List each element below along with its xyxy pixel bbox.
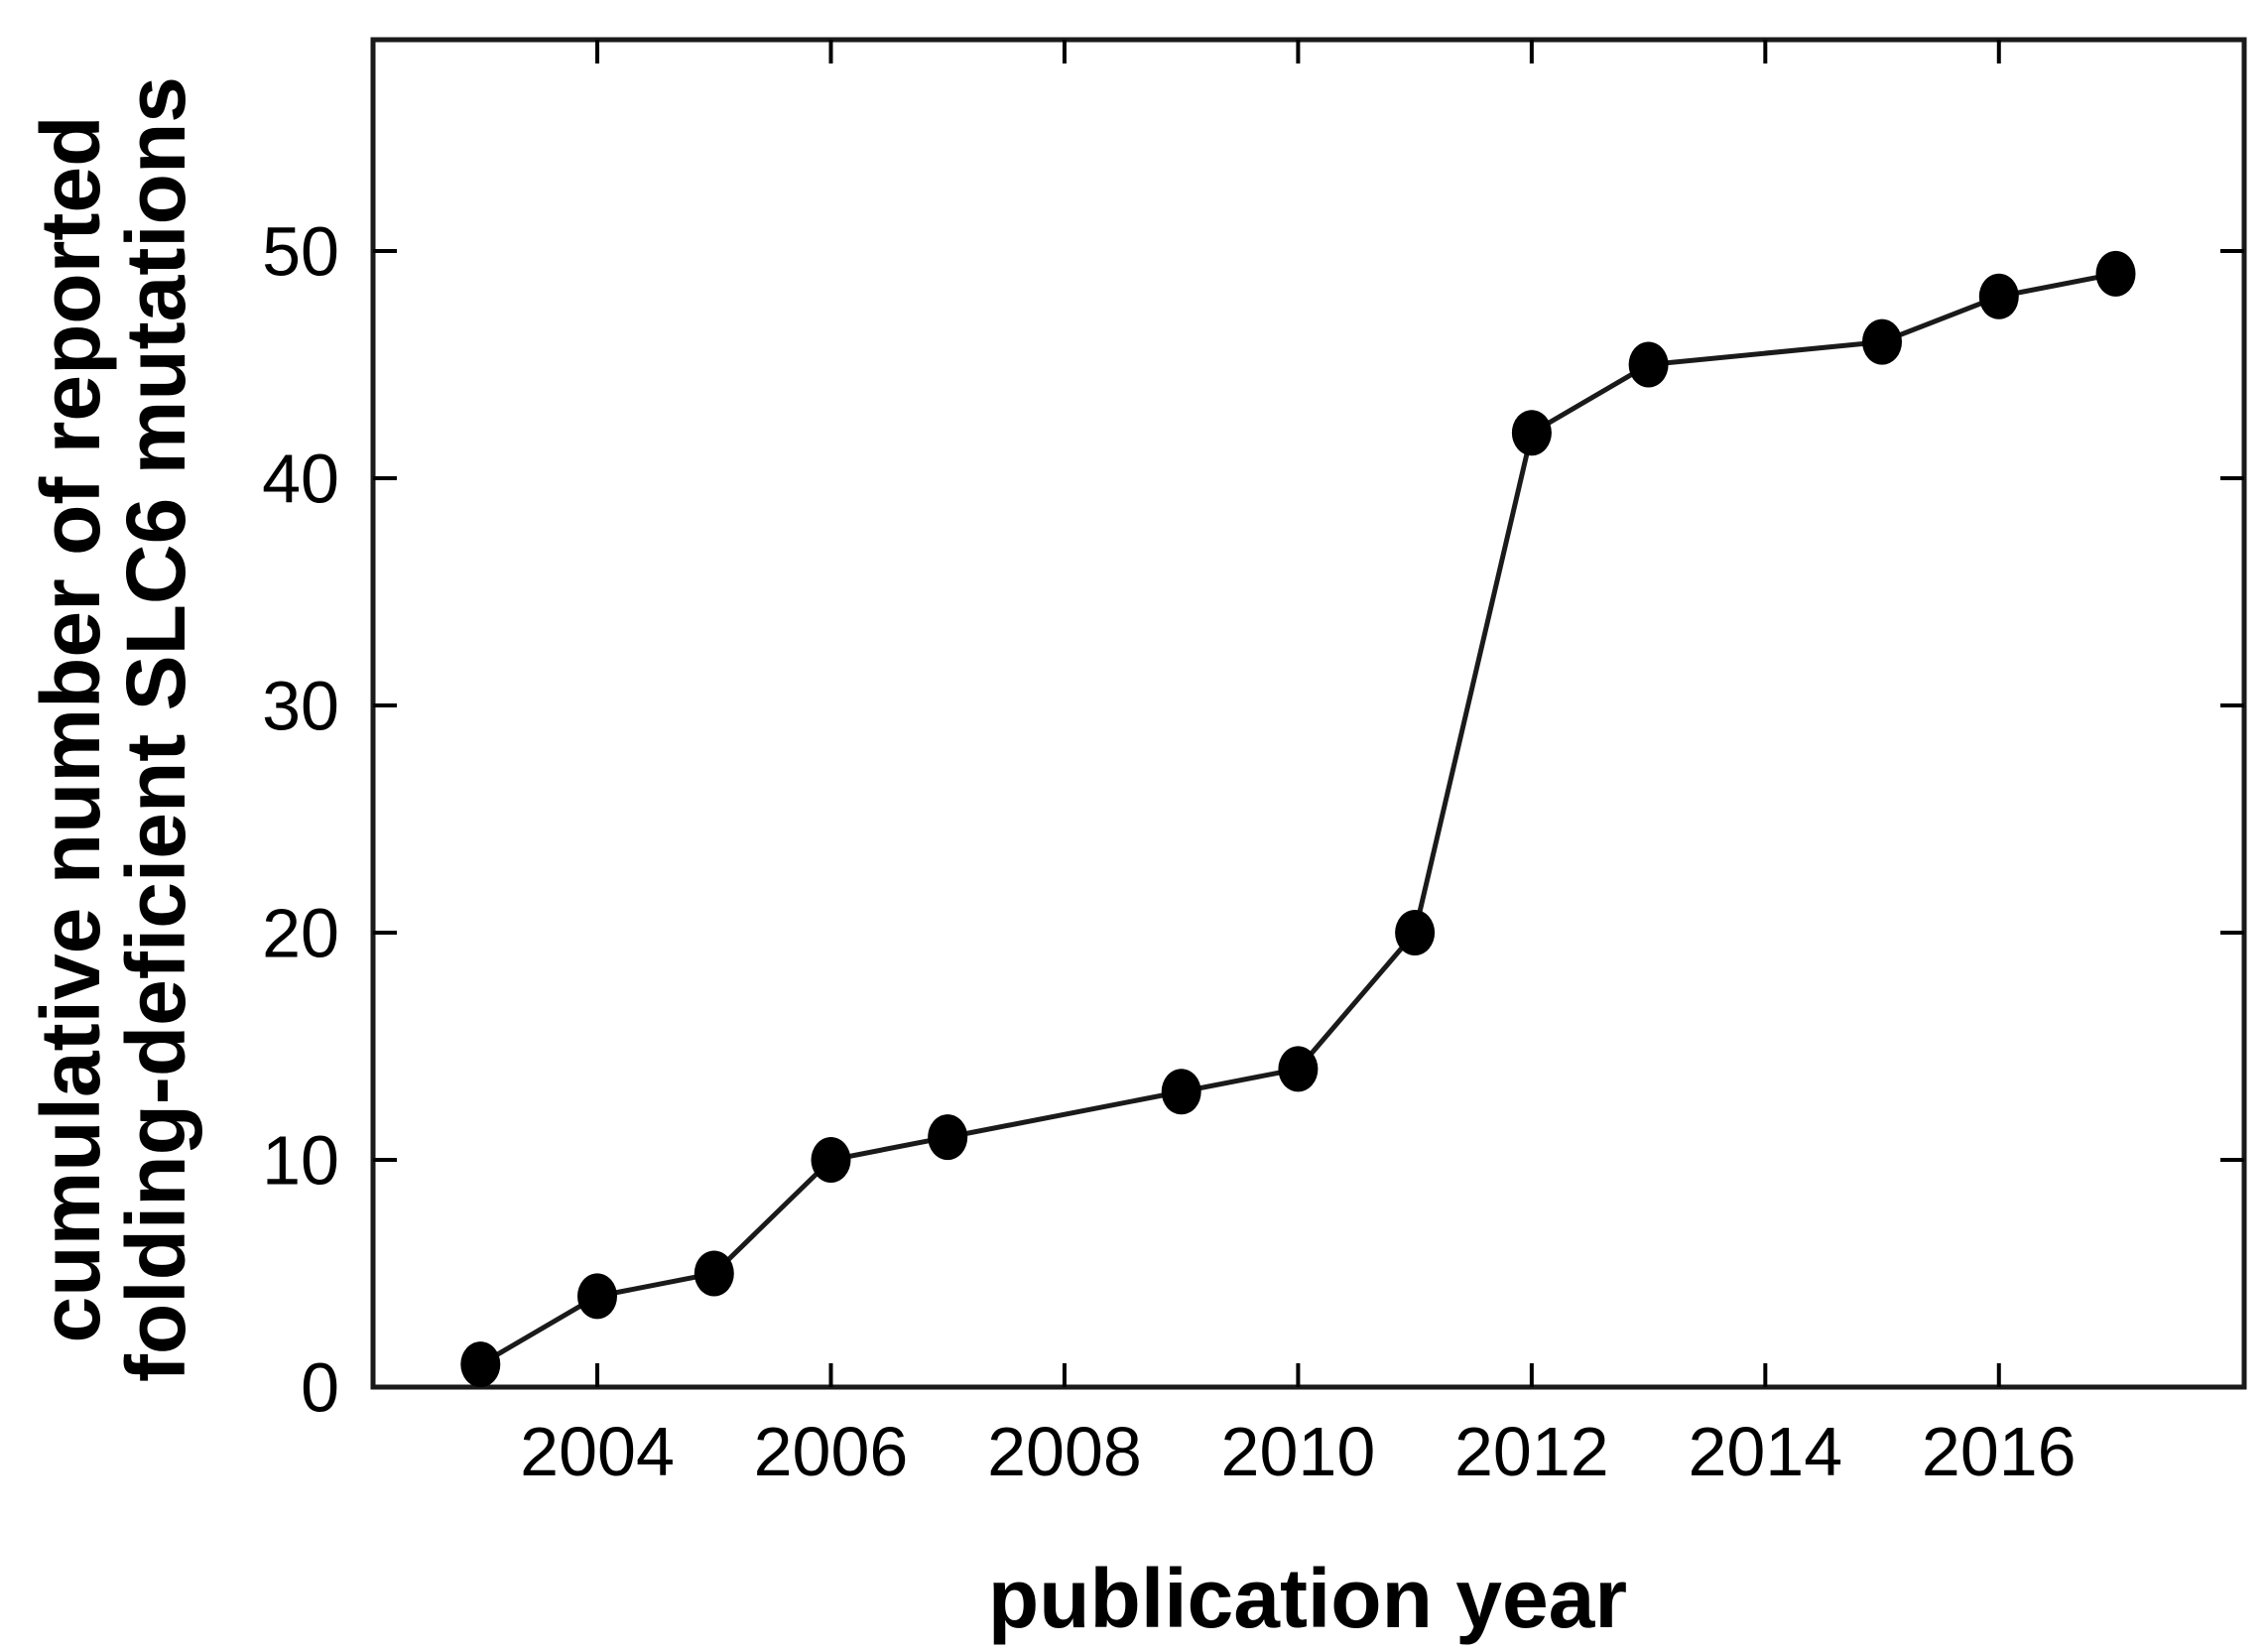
data-point (693, 1250, 734, 1297)
x-axis-title: publication year (988, 1552, 1627, 1645)
x-tick-label: 2012 (1454, 1413, 1609, 1490)
series-line (479, 271, 2116, 1367)
y-tick-label: 10 (262, 1121, 339, 1199)
y-tick-label: 50 (262, 212, 339, 290)
data-point (1978, 273, 2019, 319)
data-point (928, 1114, 968, 1161)
data-series (460, 250, 2136, 1388)
x-tick-label: 2014 (1688, 1413, 1842, 1490)
data-point (460, 1341, 501, 1388)
x-tick-label: 2016 (1922, 1413, 2077, 1490)
y-axis-title-line2: folding-deficient SLC6 mutations (109, 76, 202, 1382)
x-tick-label: 2010 (1221, 1413, 1376, 1490)
data-point (1161, 1069, 1201, 1115)
y-tick-label: 0 (301, 1349, 339, 1427)
plot-area (370, 37, 2247, 1390)
x-tick-label: 2008 (987, 1413, 1142, 1490)
data-point (1395, 910, 1436, 955)
data-point (1628, 341, 1669, 388)
x-tick-labels: 2004 2006 2008 2010 2012 2014 2016 (520, 1413, 2076, 1490)
x-tick-label: 2006 (754, 1413, 909, 1490)
data-point (1511, 410, 1552, 456)
data-point (811, 1137, 851, 1183)
y-tick-label: 30 (262, 667, 339, 744)
y-axis-title-line1: cumulative number of reported (24, 116, 117, 1343)
data-point (577, 1273, 617, 1320)
data-point (1278, 1046, 1319, 1092)
y-tick-label: 40 (262, 440, 339, 517)
x-tick-label: 2004 (520, 1413, 675, 1490)
data-point (1862, 318, 1902, 365)
y-tick-labels: 0 10 20 30 40 50 (262, 212, 339, 1426)
data-point (2095, 250, 2136, 297)
axis-ticks (373, 40, 2244, 1387)
y-tick-label: 20 (262, 894, 339, 971)
